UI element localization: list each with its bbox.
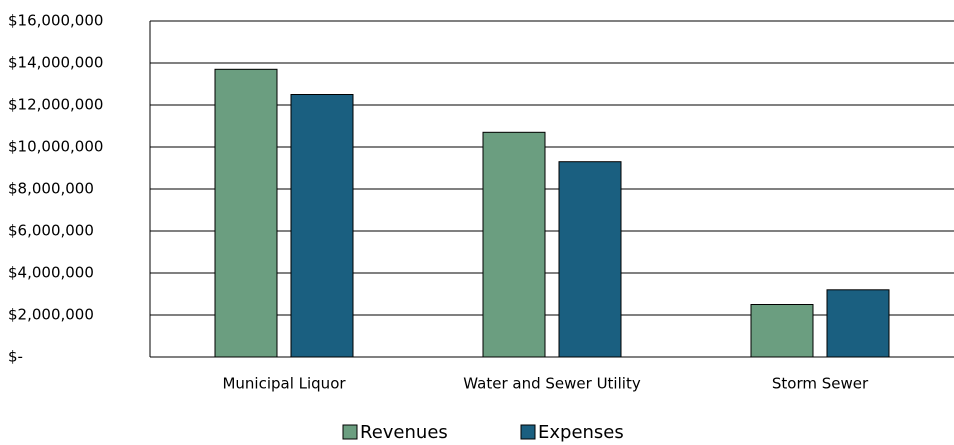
- bar: [826, 289, 890, 358]
- y-tick-label: $16,000,000: [8, 12, 103, 30]
- bar: [290, 94, 354, 358]
- legend-swatch: [520, 424, 536, 440]
- y-tick-label: $-: [8, 348, 23, 366]
- legend-swatch: [342, 424, 358, 440]
- y-tick-label: $12,000,000: [8, 96, 103, 114]
- y-tick-label: $6,000,000: [8, 222, 94, 240]
- bar: [482, 131, 546, 358]
- legend-label: Expenses: [538, 422, 624, 443]
- x-tick-label: Water and Sewer Utility: [463, 375, 641, 393]
- bar: [214, 68, 278, 358]
- y-tick-label: $8,000,000: [8, 180, 94, 198]
- y-tick-label: $2,000,000: [8, 306, 94, 324]
- legend: Revenues Expenses: [342, 422, 624, 443]
- bar: [558, 161, 622, 358]
- legend-label: Revenues: [360, 422, 448, 443]
- bar: [750, 304, 814, 358]
- y-tick-label: $10,000,000: [8, 138, 103, 156]
- y-tick-label: $14,000,000: [8, 54, 103, 72]
- y-tick-label: $4,000,000: [8, 264, 94, 282]
- x-tick-label: Storm Sewer: [772, 375, 869, 393]
- x-tick-label: Municipal Liquor: [222, 375, 346, 393]
